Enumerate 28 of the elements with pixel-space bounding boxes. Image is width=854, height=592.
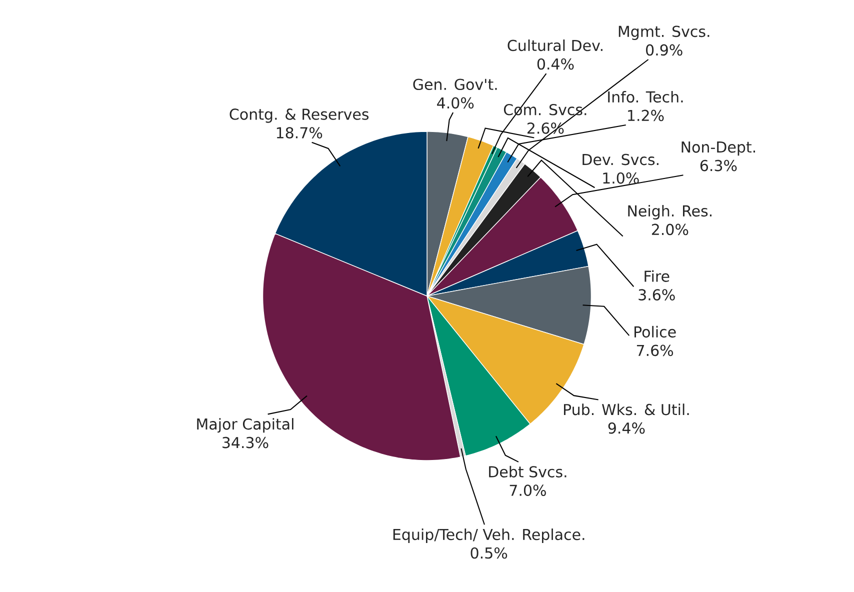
data-label: 34.3%: [222, 436, 268, 448]
data-label: 0.5%: [470, 547, 508, 559]
data-label: 4.0%: [437, 97, 474, 109]
data-label: 0.9%: [646, 44, 682, 56]
data-label: 7.0%: [510, 484, 546, 496]
slice-label: Major Capital: [197, 418, 294, 433]
data-label: 9.4%: [608, 422, 645, 434]
data-label: 6.3%: [700, 160, 737, 172]
data-label: 0.4%: [537, 58, 574, 70]
slice-label: Fire: [644, 270, 670, 282]
slice-label: Debt Svcs.: [489, 466, 566, 478]
data-label: 2.0%: [652, 224, 688, 236]
slice-label: Non-Dept.: [682, 142, 756, 156]
slice-label: Police: [634, 326, 676, 338]
data-label: 1.0%: [603, 172, 639, 184]
slice-label: Equip/Tech/ Veh. Replace.: [393, 528, 584, 544]
slice-label: Pub. Wks. & Util.: [564, 404, 689, 416]
slice-label: Contg. & Reserves: [230, 108, 369, 123]
slice-label: Gen. Gov't.: [413, 78, 497, 90]
slice-label: Neigh. Res.: [628, 204, 712, 220]
data-label: 7.6%: [636, 344, 674, 356]
data-label: 18.7%: [276, 127, 322, 138]
slice-label: Info. Tech.: [608, 90, 683, 103]
slice-label: Dev. Svcs.: [582, 154, 658, 166]
data-label: 3.6%: [638, 289, 675, 300]
slice-label: Mgmt. Svcs.: [618, 26, 710, 40]
data-label: 1.2%: [628, 110, 664, 122]
slice-label: Cultural Dev.: [508, 40, 602, 52]
